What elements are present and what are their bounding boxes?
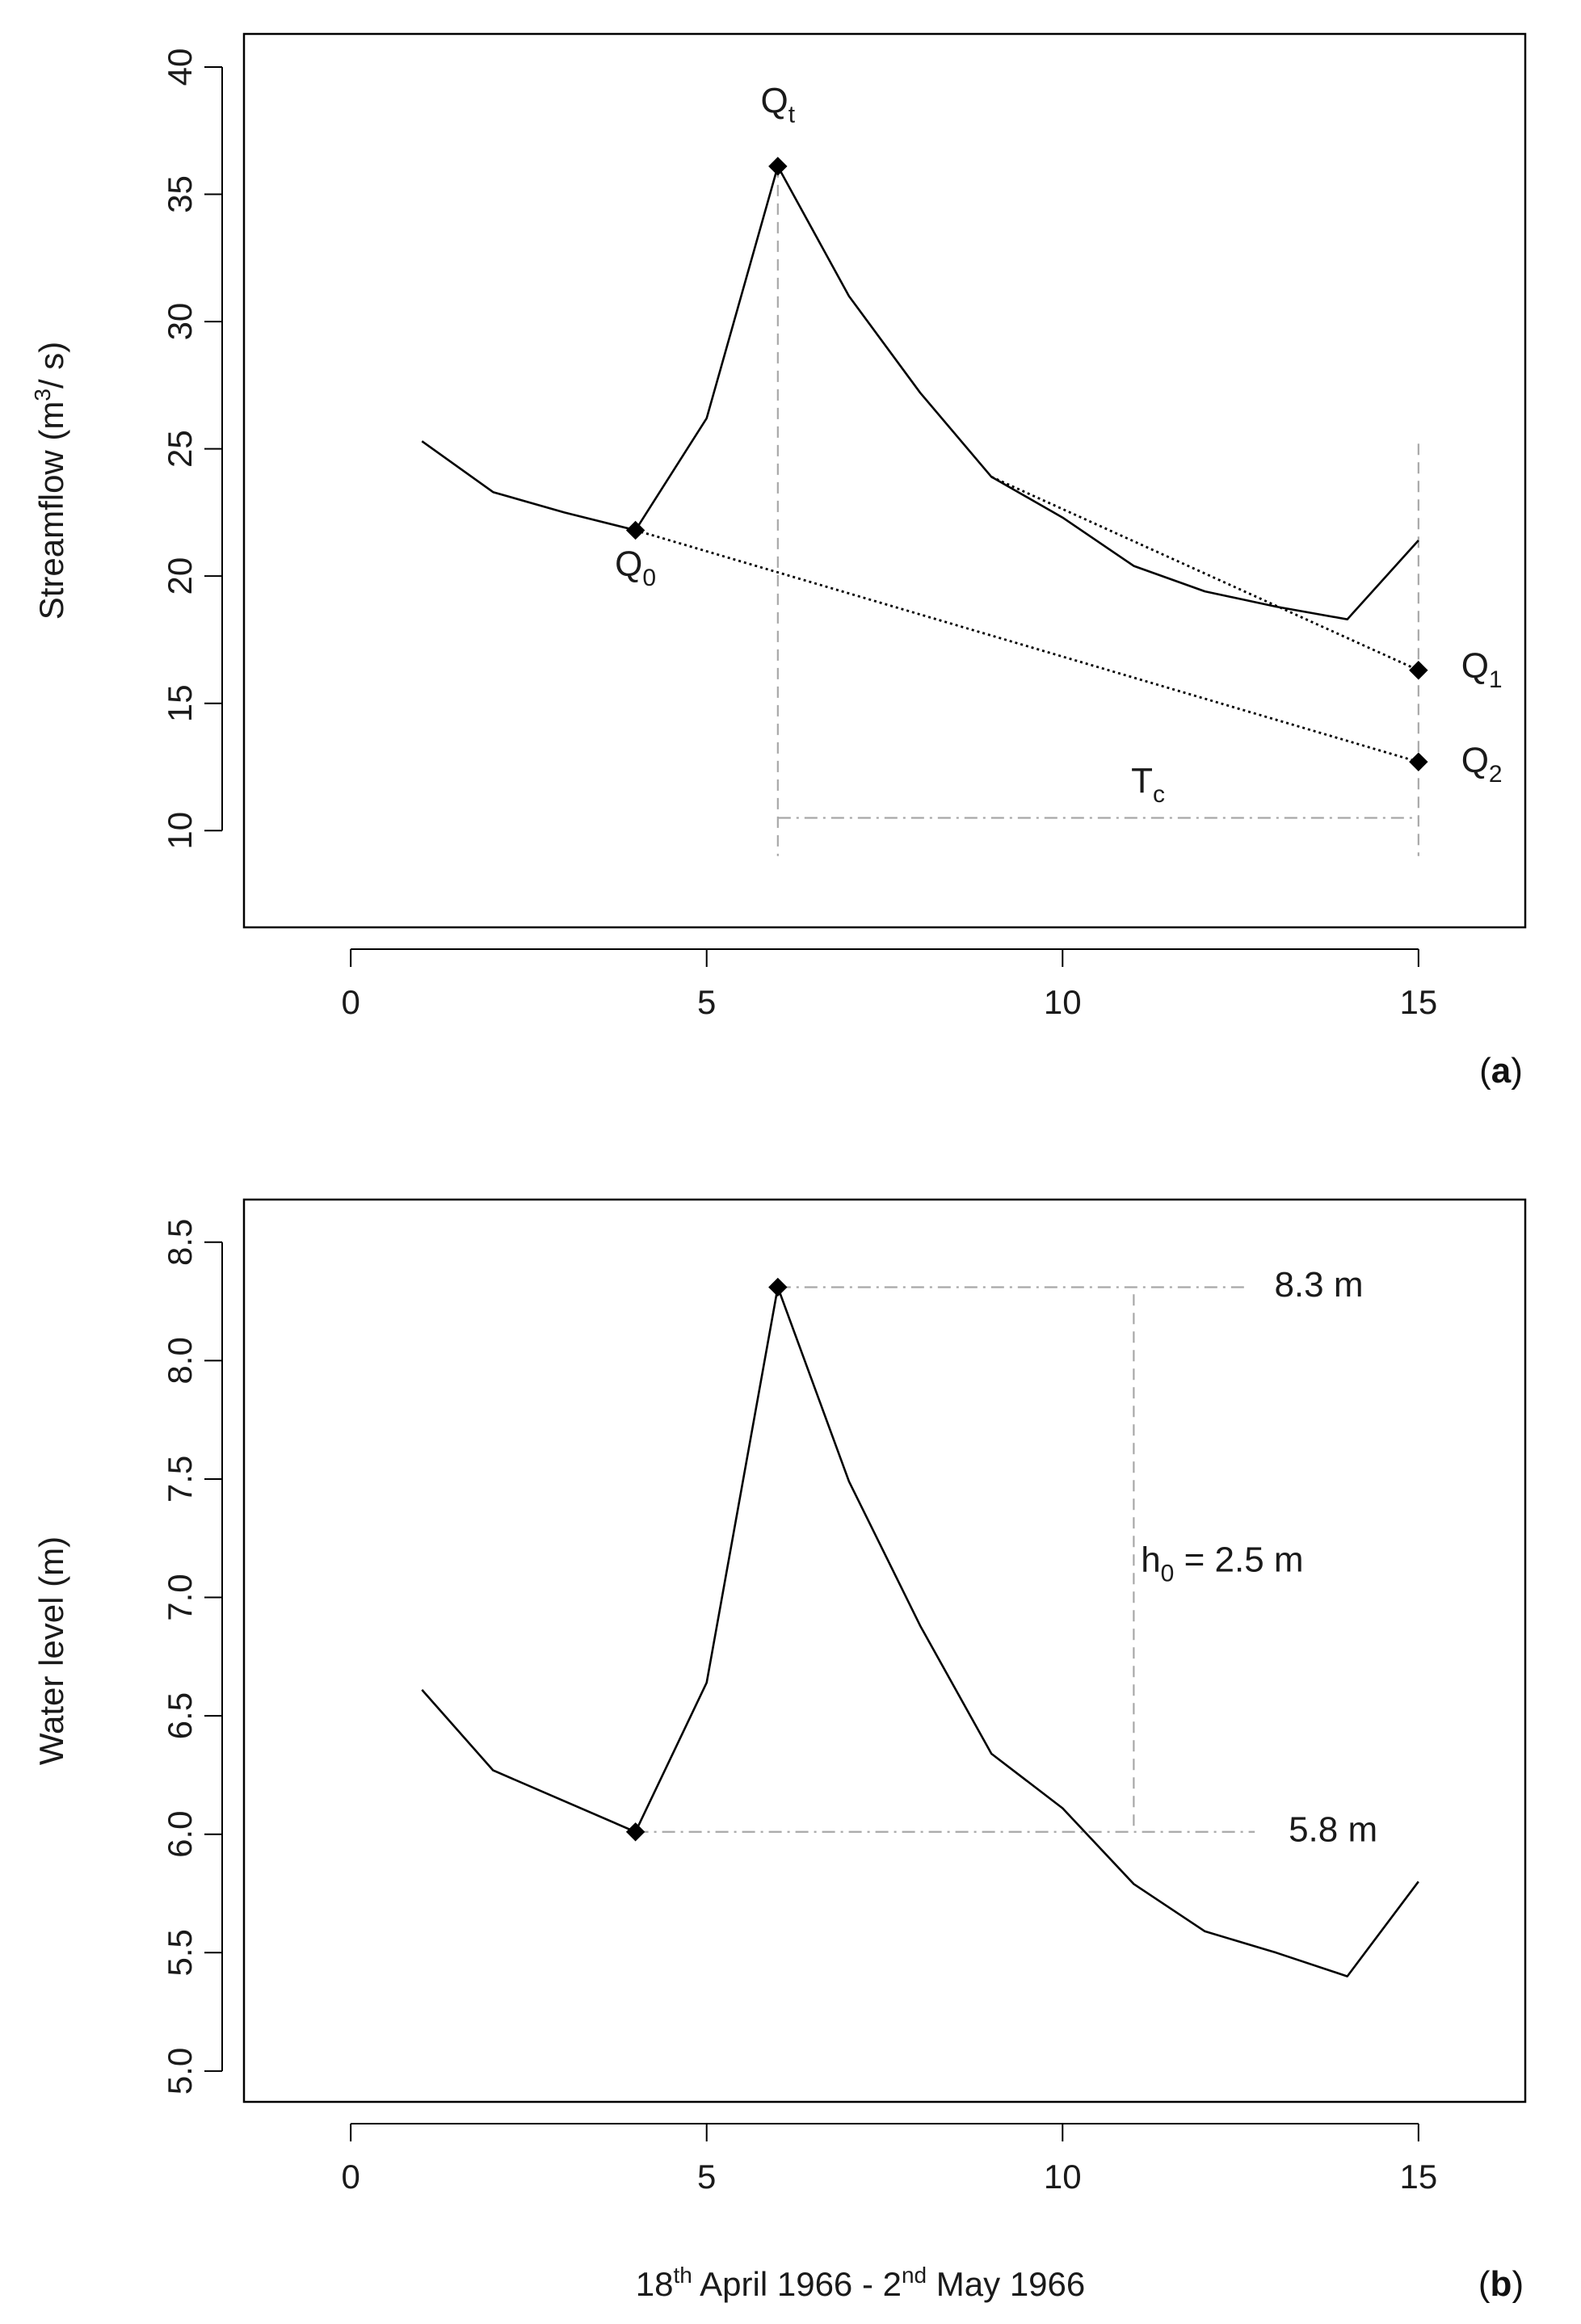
series-line: [421, 1286, 1419, 1977]
x-axis-title: 18th April 1966 - 2nd May 1966: [636, 2263, 1086, 2303]
x-tick-label: 0: [341, 983, 360, 1021]
data-point-marker: [1409, 661, 1428, 680]
plot-frame: [242, 1198, 1527, 2103]
y-tick-label: 40: [161, 48, 199, 86]
data-point-marker: [768, 157, 788, 176]
x-tick-label: 10: [1044, 2158, 1082, 2196]
x-tick-label: 5: [697, 983, 716, 1021]
panel-label: (a): [1479, 1051, 1523, 1091]
panel-b: 0 5 10 15 5.0 5.5 6.0 6.5 7.0 7.5 8.0 8.5 Water leve…: [32, 1198, 1527, 2304]
data-point-marker: [768, 1277, 788, 1297]
y-tick-label: 5.0: [161, 2048, 199, 2095]
annotation-label: h0 = 2.5 m: [1141, 1540, 1303, 1586]
series-line: [421, 165, 1419, 621]
x-tick-label: 0: [341, 2158, 360, 2196]
data-point-marker: [1409, 752, 1428, 771]
y-tick-label: 10: [161, 812, 199, 850]
y-tick-label: 20: [161, 557, 199, 595]
data-point-marker: [625, 520, 645, 540]
y-tick-label: 35: [161, 175, 199, 213]
recession-line: [990, 476, 1419, 671]
annotation-label: Q2: [1461, 741, 1503, 788]
plot-frame: [242, 32, 1527, 929]
x-tick-label: 5: [697, 2158, 716, 2196]
annotation-label: 5.8 m: [1289, 1810, 1377, 1850]
annotation-label: Tc: [1131, 761, 1165, 808]
y-tick-label: 7.5: [161, 1456, 199, 1502]
y-tick-label: 8.0: [161, 1337, 199, 1384]
x-tick-label: 10: [1044, 983, 1082, 1021]
y-tick-label: 5.5: [161, 1929, 199, 1976]
y-tick-label: 7.0: [161, 1574, 199, 1620]
y-tick-label: 8.5: [161, 1219, 199, 1266]
y-tick-label: 15: [161, 684, 199, 722]
recession-line: [635, 529, 1419, 763]
panel-label: (b): [1478, 2264, 1524, 2304]
y-tick-label: 30: [161, 303, 199, 341]
y-tick-label: 6.0: [161, 1811, 199, 1858]
y-tick-label: 25: [161, 430, 199, 468]
annotation-label: Qt: [761, 82, 796, 128]
y-axis-title: Streamflow (m3/ s): [30, 342, 70, 620]
x-tick-label: 15: [1399, 2158, 1437, 2196]
x-tick-label: 15: [1399, 983, 1437, 1021]
data-point-marker: [625, 1822, 645, 1842]
annotation-label: Q1: [1461, 646, 1503, 693]
y-axis-title: Water level (m): [32, 1536, 70, 1765]
y-tick-label: 6.5: [161, 1692, 199, 1739]
panel-a: 0 5 10 15 10 15 20 25 30 35 40 Streamflow (m3/ s) Qt…: [30, 32, 1527, 1091]
annotation-label: Q0: [615, 544, 656, 591]
annotation-label: 8.3 m: [1274, 1265, 1363, 1305]
